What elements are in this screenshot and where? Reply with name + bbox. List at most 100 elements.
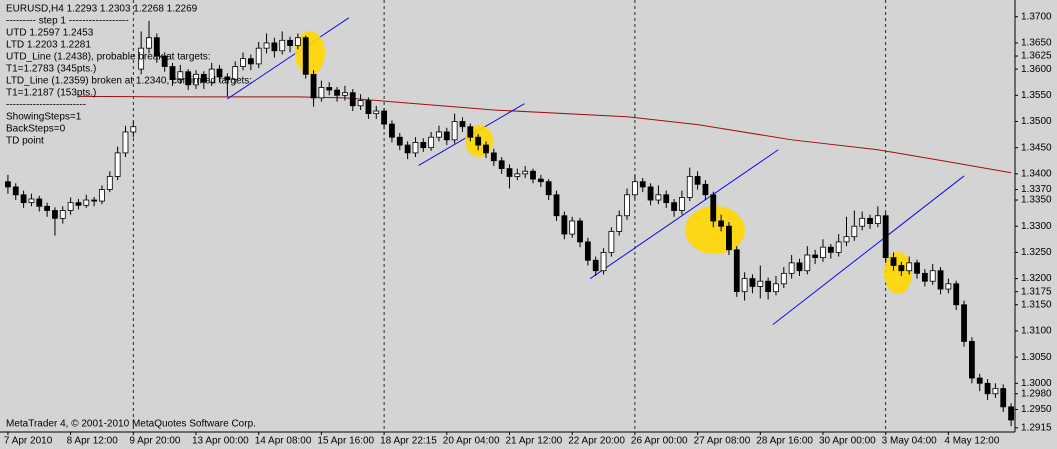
candle-body bbox=[882, 215, 889, 259]
candle-body bbox=[310, 73, 317, 99]
x-tick-label: 4 May 12:00 bbox=[944, 436, 999, 447]
candle-body bbox=[522, 170, 529, 175]
y-tick-label: 1.3650 bbox=[1021, 38, 1052, 49]
y-tick-label: 1.2915 bbox=[1021, 422, 1052, 433]
candle-body bbox=[334, 89, 340, 96]
candle-body bbox=[263, 42, 270, 49]
indicator-line: UTD 1.2597 1.2453 bbox=[6, 28, 94, 39]
candle-body bbox=[726, 225, 732, 251]
candle-body bbox=[506, 168, 513, 177]
y-tick-label: 1.3350 bbox=[1021, 195, 1052, 206]
candle-body bbox=[741, 278, 748, 293]
highlight bbox=[884, 252, 912, 294]
candle-body bbox=[224, 76, 231, 80]
candle-body bbox=[451, 121, 458, 141]
copyright: MetaTrader 4, © 2001-2010 MetaQuotes Sof… bbox=[6, 419, 256, 430]
candle-body bbox=[342, 92, 348, 96]
candle-body bbox=[984, 382, 991, 395]
candle-body bbox=[686, 176, 693, 198]
x-tick-label: 9 Apr 20:00 bbox=[129, 436, 181, 447]
y-tick-label: 1.3700 bbox=[1021, 11, 1052, 22]
candle-body bbox=[428, 136, 435, 149]
candle-body bbox=[647, 186, 654, 201]
candle-body bbox=[459, 121, 466, 128]
candle-body bbox=[130, 126, 137, 133]
candle-body bbox=[412, 142, 419, 154]
candle-body bbox=[91, 199, 98, 202]
y-tick-label: 1.3200 bbox=[1021, 273, 1052, 284]
candle-body bbox=[75, 202, 82, 206]
y-tick-label: 1.2950 bbox=[1021, 404, 1052, 415]
candle-body bbox=[208, 68, 215, 83]
candle-body bbox=[530, 170, 536, 180]
candle-body bbox=[577, 220, 583, 243]
candle-body bbox=[757, 280, 764, 287]
candle-body bbox=[639, 181, 646, 188]
candle-body bbox=[36, 198, 43, 207]
candle-body bbox=[153, 37, 160, 57]
candle-body bbox=[52, 210, 58, 219]
candle-body bbox=[318, 87, 325, 99]
candle-body bbox=[710, 194, 717, 222]
candle-body bbox=[381, 110, 388, 125]
candle-body bbox=[177, 71, 184, 80]
candle-body bbox=[122, 131, 129, 154]
indicator-line bbox=[227, 17, 350, 100]
candle-body bbox=[898, 265, 905, 272]
indicator-line: T1=1.2783 (345pts.) bbox=[6, 64, 96, 75]
candle-body bbox=[161, 55, 168, 67]
candle-body bbox=[553, 194, 560, 217]
candle-body bbox=[498, 160, 505, 170]
candle-body bbox=[365, 100, 372, 115]
y-tick-label: 1.3000 bbox=[1021, 378, 1052, 389]
candle-body bbox=[193, 73, 199, 86]
candle-body bbox=[827, 246, 834, 253]
candles bbox=[5, 20, 1014, 427]
y-tick-label: 1.3370 bbox=[1021, 184, 1052, 195]
candle-body bbox=[200, 73, 207, 83]
candle-body bbox=[326, 87, 333, 91]
x-tick-label: 20 Apr 04:00 bbox=[443, 436, 500, 447]
candle-body bbox=[780, 272, 787, 285]
y-tick-label: 1.3050 bbox=[1021, 352, 1052, 363]
candle-body bbox=[765, 280, 772, 293]
highlight bbox=[295, 31, 325, 75]
y-tick-label: 1.3550 bbox=[1021, 90, 1052, 101]
x-tick-label: 3 May 04:00 bbox=[882, 436, 937, 447]
candle-body bbox=[663, 194, 670, 204]
candle-body bbox=[679, 197, 685, 211]
y-tick-label: 1.3500 bbox=[1021, 116, 1052, 127]
candle-body bbox=[600, 251, 607, 272]
candle-body bbox=[569, 220, 576, 235]
candle-body bbox=[804, 254, 811, 272]
y-tick-label: 1.2980 bbox=[1021, 388, 1052, 399]
candle-body bbox=[357, 100, 364, 107]
candle-body bbox=[349, 92, 356, 107]
candle-body bbox=[921, 272, 928, 282]
candle-body bbox=[216, 68, 223, 78]
x-tick-label: 15 Apr 16:00 bbox=[317, 436, 374, 447]
candle-body bbox=[514, 173, 521, 177]
candle-body bbox=[820, 246, 826, 259]
candle-body bbox=[1008, 406, 1014, 421]
x-tick-label: 8 Apr 12:00 bbox=[67, 436, 119, 447]
candle-body bbox=[992, 388, 999, 395]
x-tick-label: 14 Apr 08:00 bbox=[255, 436, 312, 447]
candle-body bbox=[475, 136, 482, 146]
candle-body bbox=[138, 47, 145, 70]
candle-body bbox=[443, 131, 450, 141]
indicator-line: T1=1.2187 (153pts.) bbox=[6, 88, 96, 99]
candle-body bbox=[106, 176, 113, 190]
candle-body bbox=[302, 37, 309, 75]
indicator-line bbox=[589, 149, 779, 279]
candle-body bbox=[240, 58, 246, 67]
candle-body bbox=[655, 194, 662, 201]
candle-body bbox=[169, 66, 176, 80]
indicator-line: TD point bbox=[6, 136, 44, 147]
candle-body bbox=[937, 270, 944, 290]
x-tick-label: 18 Apr 22:15 bbox=[380, 436, 437, 447]
candle-body bbox=[859, 217, 866, 227]
indicator-text: EURUSD,H4 1.2293 1.2303 1.2268 1.2269 --… bbox=[6, 4, 252, 147]
y-tick-label: 1.3175 bbox=[1021, 286, 1052, 297]
candle-body bbox=[961, 304, 967, 342]
